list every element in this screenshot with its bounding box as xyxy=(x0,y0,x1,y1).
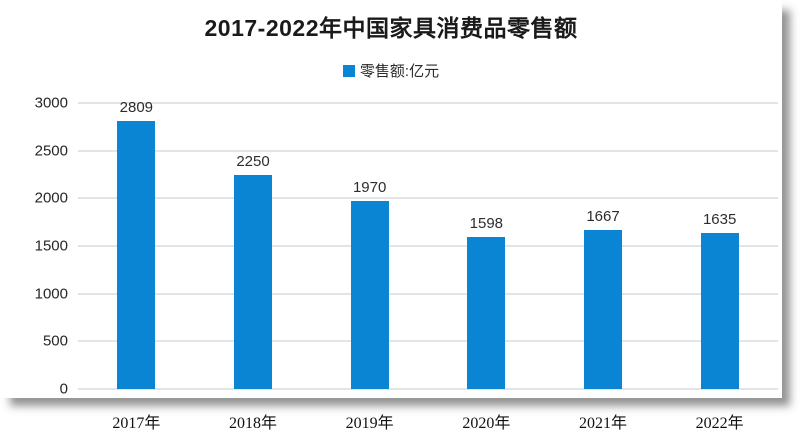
gridline xyxy=(78,102,778,104)
gridline xyxy=(78,292,778,295)
plot-area: 2809 2250 1970 1598 1667 1635 xyxy=(78,99,778,390)
bar-2019年 xyxy=(350,201,389,389)
legend-label: 零售额:亿元 xyxy=(359,63,440,80)
bar-2018年 xyxy=(234,174,272,389)
y-tick-label: 1500 xyxy=(34,237,68,255)
bar-value-label: 1598 xyxy=(469,214,504,232)
bar-value-label: 1667 xyxy=(586,208,620,226)
x-tick-label: 2018年 xyxy=(228,415,277,432)
y-tick-label: 500 xyxy=(42,332,68,350)
gridline xyxy=(78,149,778,152)
x-tick-label: 2019年 xyxy=(345,415,394,432)
bar-2017年 xyxy=(117,121,156,389)
x-tick-label: 2017年 xyxy=(112,415,161,432)
chart-title: 2017-2022年中国家具消费品零售额 xyxy=(204,15,578,41)
y-tick-label: 0 xyxy=(59,380,68,398)
gridline xyxy=(78,340,778,343)
gridline xyxy=(78,388,778,390)
y-tick-label: 3000 xyxy=(34,94,68,112)
y-tick-label: 2500 xyxy=(34,142,68,160)
chart-panel: 2017-2022年中国家具消费品零售额 零售额:亿元 0 500 1000 1500… xyxy=(0,15,782,398)
gridline xyxy=(78,245,778,247)
x-tick-label: 2021年 xyxy=(578,415,627,432)
x-tick-label: 2022年 xyxy=(695,415,744,432)
bar-value-label: 2809 xyxy=(119,99,154,117)
x-tick-label: 2020年 xyxy=(462,415,511,432)
bar-2020年 xyxy=(467,236,506,389)
bar-value-label: 1635 xyxy=(702,211,737,229)
gridline xyxy=(78,197,778,200)
legend-swatch-icon xyxy=(342,64,355,77)
y-axis-labels: 0 500 1000 1500 2000 2500 3000 xyxy=(2,95,68,398)
legend: 零售额:亿元 xyxy=(0,60,782,81)
bar-value-label: 1970 xyxy=(352,179,387,197)
y-tick-label: 1000 xyxy=(34,285,68,303)
bar-value-label: 2250 xyxy=(236,152,270,170)
bar-2022年 xyxy=(700,233,739,389)
x-axis-labels: 2017年 2018年 2019年 2020年 2021年 2022年 xyxy=(78,409,778,437)
bar-2021年 xyxy=(584,230,622,389)
y-tick-label: 2000 xyxy=(34,189,68,207)
